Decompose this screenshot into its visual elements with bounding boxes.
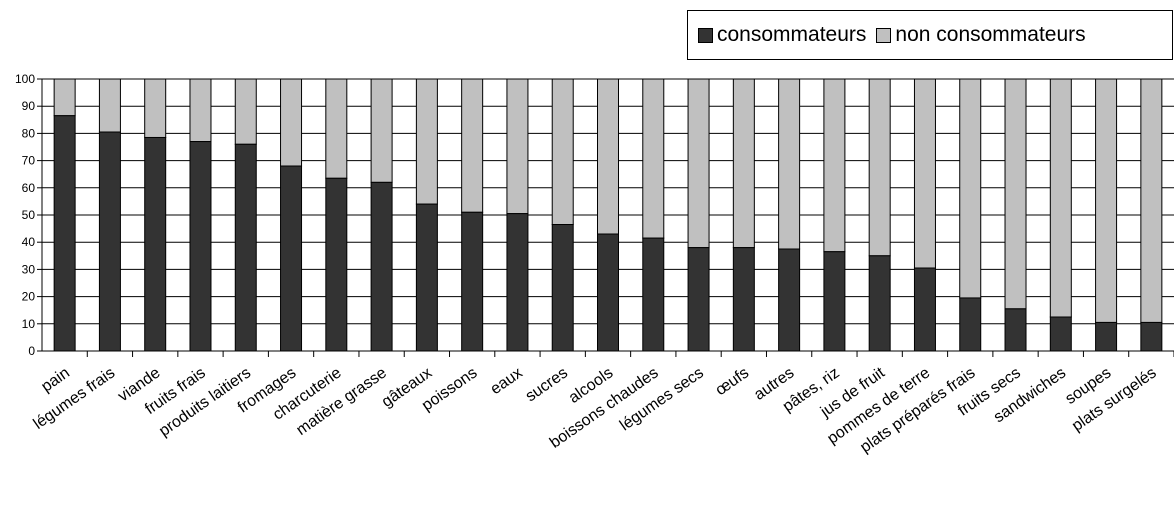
bar-consommateurs (1004, 308, 1027, 352)
bar-non-consommateurs (732, 78, 755, 249)
x-tick-label: sucres (523, 364, 571, 405)
bar-consommateurs (551, 224, 574, 352)
legend-label-consommateurs: consommateurs (717, 23, 867, 46)
bar-consommateurs (234, 143, 257, 352)
x-tick-label: eaux (488, 364, 526, 398)
x-tick-label: œufs (713, 364, 753, 399)
y-tick-label: 40 (22, 235, 36, 249)
bar-consommateurs (778, 248, 801, 352)
bar-consommateurs (1140, 321, 1163, 352)
legend-item-non-consommateurs: non consommateurs (876, 23, 1086, 47)
bar-consommateurs (959, 297, 982, 352)
bar-non-consommateurs (959, 78, 982, 299)
bar-non-consommateurs (551, 78, 574, 226)
bar-consommateurs (144, 136, 167, 352)
bar-non-consommateurs (823, 78, 846, 253)
bar-consommateurs (913, 267, 936, 352)
bar-non-consommateurs (325, 78, 348, 179)
y-tick-label: 50 (22, 208, 36, 222)
y-tick-label: 10 (22, 317, 36, 331)
bar-non-consommateurs (53, 78, 76, 117)
bar-consommateurs (189, 141, 212, 352)
bar-non-consommateurs (1140, 78, 1163, 323)
legend-item-consommateurs: consommateurs (698, 23, 866, 47)
bar-non-consommateurs (370, 78, 393, 183)
bar-consommateurs (868, 255, 891, 352)
bar-consommateurs (506, 213, 529, 352)
legend-swatch-consommateurs (698, 27, 713, 43)
bar-non-consommateurs (98, 78, 121, 133)
bar-non-consommateurs (144, 78, 167, 138)
bar-consommateurs (53, 115, 76, 352)
bar-consommateurs (1095, 321, 1118, 352)
bar-consommateurs (642, 237, 665, 352)
bar-non-consommateurs (642, 78, 665, 239)
bar-consommateurs (280, 165, 303, 352)
bar-non-consommateurs (1049, 78, 1072, 318)
bar-consommateurs (823, 251, 846, 352)
bar-consommateurs (732, 247, 755, 352)
bar-non-consommateurs (1004, 78, 1027, 310)
bar-non-consommateurs (778, 78, 801, 250)
bar-non-consommateurs (1095, 78, 1118, 323)
bar-non-consommateurs (506, 78, 529, 215)
bar-non-consommateurs (597, 78, 619, 235)
bar-non-consommateurs (913, 78, 936, 269)
y-tick-label: 70 (22, 154, 36, 168)
y-tick-label: 30 (22, 262, 36, 276)
bar-consommateurs (370, 181, 393, 352)
bar-consommateurs (687, 247, 710, 352)
bar-non-consommateurs (415, 78, 438, 205)
bar-consommateurs (597, 233, 619, 352)
y-tick-label: 90 (22, 99, 36, 113)
bar-non-consommateurs (189, 78, 212, 143)
bar-non-consommateurs (687, 78, 710, 249)
bar-consommateurs (461, 211, 484, 352)
bar-non-consommateurs (280, 78, 303, 167)
y-tick-label: 60 (22, 181, 36, 195)
x-tick-label: pain (38, 364, 73, 395)
y-tick-label: 100 (15, 72, 35, 86)
bar-consommateurs (98, 131, 121, 352)
x-tick-label: légumes frais (31, 364, 119, 433)
bar-consommateurs (1049, 316, 1072, 352)
bar-consommateurs (325, 177, 348, 352)
y-tick-label: 20 (22, 290, 36, 304)
bar-consommateurs (415, 203, 438, 352)
bar-non-consommateurs (868, 78, 891, 257)
bar-non-consommateurs (461, 78, 484, 213)
legend-label-non-consommateurs: non consommateurs (895, 23, 1086, 46)
bar-non-consommateurs (234, 78, 257, 145)
y-tick-label: 0 (28, 344, 35, 358)
chart-legend: consommateurs non consommateurs (687, 10, 1173, 60)
y-tick-label: 80 (22, 126, 36, 140)
legend-swatch-non-consommateurs (876, 27, 892, 43)
